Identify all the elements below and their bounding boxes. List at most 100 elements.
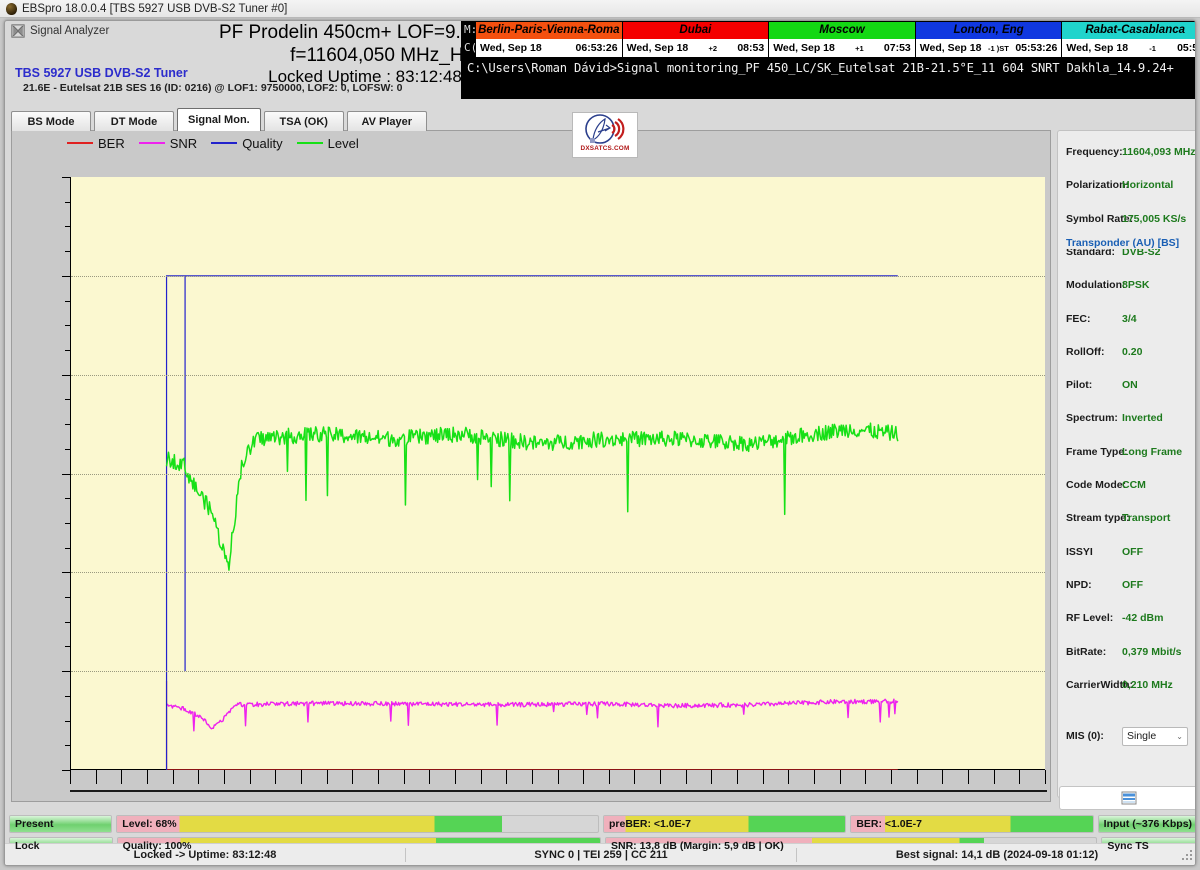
transponder-value: -42 dBm <box>1122 612 1164 625</box>
meter-fill <box>117 816 502 832</box>
transponder-value: 8PSK <box>1122 279 1150 292</box>
clock-time: 06:53:26 <box>575 42 618 54</box>
tab-dt-mode[interactable]: DT Mode <box>94 111 174 131</box>
tab-bs-mode[interactable]: BS Mode <box>11 111 91 131</box>
x-tick <box>942 770 944 784</box>
x-tick <box>506 770 508 784</box>
x-tick <box>95 770 97 784</box>
x-tick <box>634 770 636 784</box>
transponder-key: Symbol Rate: <box>1066 212 1134 225</box>
inner-window-title: Signal Analyzer <box>11 24 109 38</box>
console-ghost-line-1: M: <box>464 23 478 36</box>
y-tick <box>65 695 71 697</box>
trace-ber <box>165 681 898 771</box>
x-tick <box>352 770 354 784</box>
clock-time-row: Wed, Sep 18 -1 05:53 <box>1062 39 1195 57</box>
transponder-key: Code Mode: <box>1066 479 1127 491</box>
transponder-row: Pilot: ON <box>1066 377 1195 393</box>
signal-chart-panel: BER SNR Quality Level 020406080100120 <box>11 130 1051 802</box>
transponder-key: ISSYI <box>1066 545 1093 558</box>
tab-tsa-ok[interactable]: TSA (OK) <box>263 111 344 131</box>
x-tick <box>146 770 148 784</box>
clock-time: 08:53 <box>737 42 765 54</box>
x-tick <box>737 770 739 784</box>
clock-time-row: Wed, Sep 18 06:53:26 <box>476 39 622 57</box>
header-uptime: Locked Uptime : 83:12:48 <box>268 67 462 86</box>
legend-item-ber: BER <box>67 136 125 151</box>
x-tick <box>968 770 970 784</box>
clock-time-row: Wed, Sep 18 +2 08:53 <box>622 39 769 57</box>
grid-line <box>71 572 1045 574</box>
mis-row: MIS (0): Single ⌄ <box>1066 726 1195 746</box>
clock-city-label: Rabat-Casablanca <box>1062 22 1195 39</box>
tuner-subtitle: 21.6E - Eutelsat 21B SES 16 (ID: 0216) @… <box>23 82 403 94</box>
grid-line <box>71 374 1045 376</box>
y-tick <box>65 547 71 549</box>
legend-item-level: Level <box>296 135 359 151</box>
signal-analyzer-icon <box>11 24 25 38</box>
transponder-key: Frequency: <box>1066 146 1123 158</box>
x-tick <box>1019 770 1021 784</box>
mis-select[interactable]: Single ⌄ <box>1122 726 1188 746</box>
chart-legend: BER SNR Quality Level <box>67 135 467 151</box>
meter-prebar: preBER: <1.0E-7 <box>602 815 847 833</box>
status-right: Best signal: 14,1 dB (2024-09-18 01:12) <box>895 848 1099 861</box>
transponder-row: Stream type: Transport <box>1066 510 1195 526</box>
clock-date: Wed, Sep 18 <box>480 42 542 54</box>
x-tick <box>249 770 251 784</box>
transponder-value: 0,379 Mbit/s <box>1122 645 1182 658</box>
y-tick <box>65 498 71 500</box>
y-tick <box>65 720 71 722</box>
mode-tabs: BS Mode DT Mode Signal Mon. TSA (OK) AV Play… <box>11 107 441 131</box>
transponder-key: FEC: <box>1066 312 1091 325</box>
transponder-value: Horizontal <box>1122 179 1174 192</box>
x-tick <box>326 770 328 784</box>
console-window[interactable]: M: C( Berlin-Paris-Vienna-Roma Wed, Sep 1… <box>461 21 1195 99</box>
x-tick <box>583 770 585 784</box>
clock-utc-offset: +2 <box>708 43 718 53</box>
transponder-key: NPD: <box>1066 578 1092 591</box>
grid-line <box>71 473 1045 475</box>
clock-time-row: Wed, Sep 18 +1 07:53 <box>769 39 915 57</box>
y-tick <box>62 671 71 673</box>
legend-label: Level <box>327 135 359 151</box>
transponder-key: Spectrum: <box>1066 412 1118 425</box>
transponder-value: 175,005 KS/s <box>1122 212 1187 225</box>
console-ghost-line-2: C( <box>464 41 478 54</box>
screenshot-button[interactable] <box>1059 786 1195 810</box>
clock-time: 05:53:26 <box>1015 42 1058 54</box>
y-tick <box>65 745 71 747</box>
transponder-key: RollOff: <box>1066 345 1105 358</box>
x-tick <box>839 770 841 784</box>
clock-time: 05:53 <box>1177 42 1195 54</box>
clock-time: 07:53 <box>883 42 911 54</box>
meter-present: Present <box>9 815 113 833</box>
x-tick <box>377 770 379 784</box>
legend-swatch-level <box>296 142 323 144</box>
meter-input: Input (~376 Kbps) <box>1097 815 1195 833</box>
y-tick <box>65 424 71 426</box>
y-tick <box>62 473 71 475</box>
resize-grip[interactable] <box>1182 850 1194 862</box>
transponder-value: 11604,093 MHz <box>1122 146 1196 158</box>
y-tick <box>65 251 71 253</box>
transponder-panel: Frequency: 11604,093 MHz Polarization: Hori… <box>1057 130 1196 810</box>
y-tick <box>65 448 71 450</box>
transponder-key: Frame Type: <box>1066 445 1128 458</box>
meter-fill <box>10 816 112 832</box>
world-clock-1: Berlin-Paris-Vienna-Roma Wed, Sep 18 06:53… <box>476 22 623 57</box>
clock-date: Wed, Sep 18 <box>626 42 689 54</box>
tab-signal-mon[interactable]: Signal Mon. <box>177 108 261 131</box>
tab-av-player[interactable]: AV Player <box>346 111 427 131</box>
clock-time-row: Wed, Sep 18 -1 )ST 05:53:26 <box>915 39 1062 57</box>
transponder-row: CarrierWidth: 0,210 MHz <box>1066 677 1195 693</box>
x-tick <box>1045 770 1046 784</box>
meter-label: Level: 68% <box>122 818 177 830</box>
app-icon <box>6 2 17 15</box>
meter-label: Sync TS <box>1107 840 1149 852</box>
meter-label: Lock <box>15 840 40 852</box>
transponder-key: Modulation: <box>1066 279 1126 292</box>
x-tick <box>121 770 123 784</box>
trace-quality <box>165 275 898 770</box>
chart-plot-area: 020406080100120 <box>62 177 1045 771</box>
